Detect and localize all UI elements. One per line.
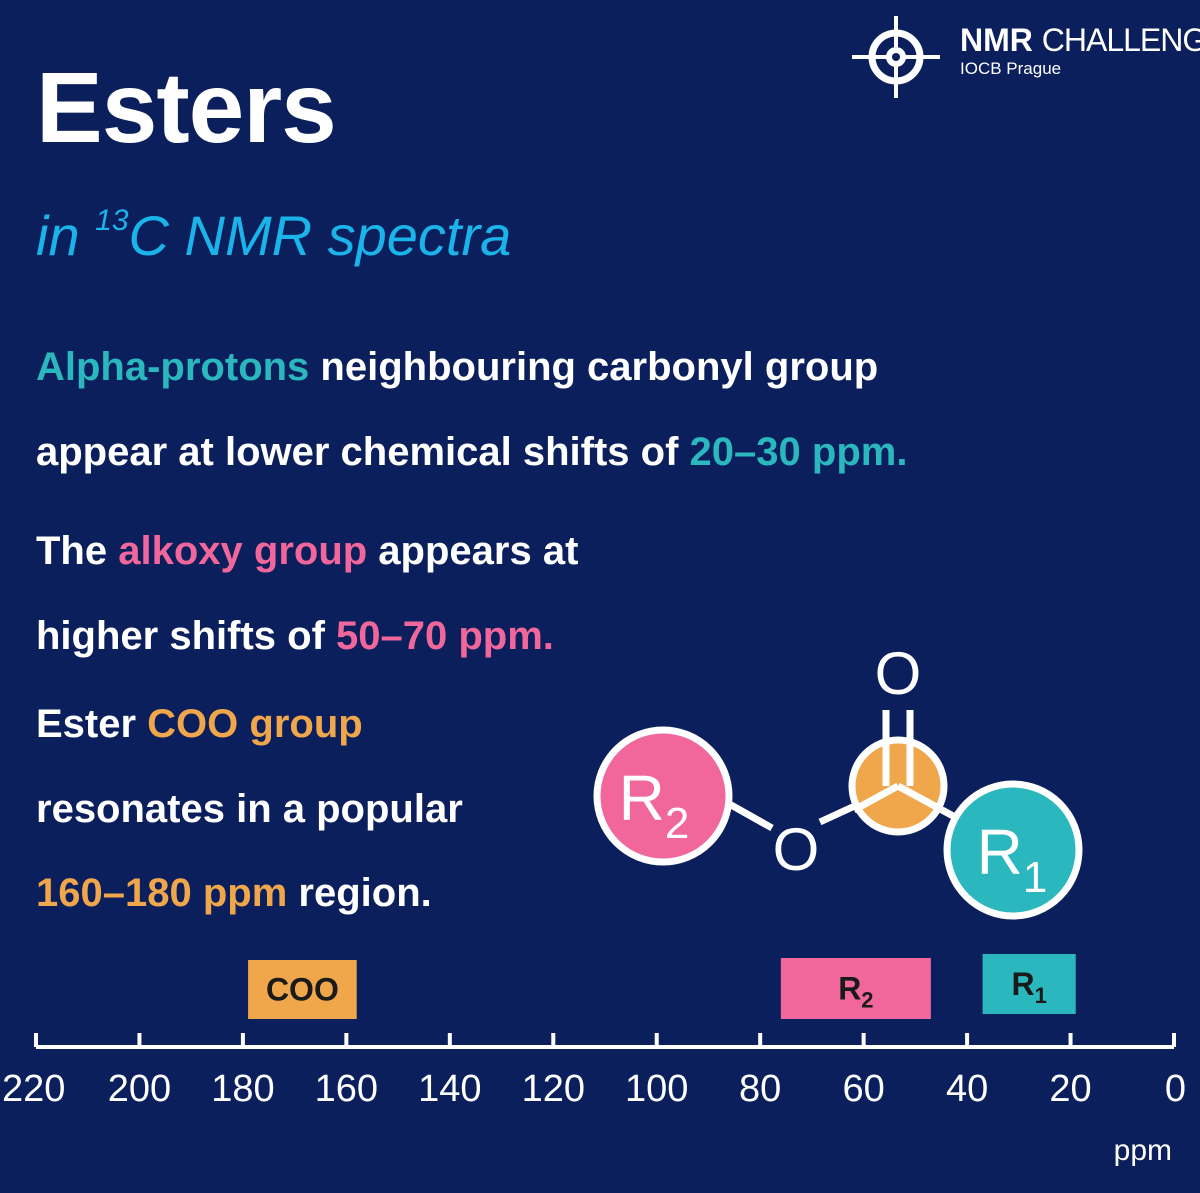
axis-unit-label: ppm: [1114, 1134, 1172, 1167]
axis-tick-label: 60: [842, 1068, 884, 1110]
range-label-r2: R2: [838, 971, 873, 1013]
range-label-coo: COO: [266, 972, 339, 1008]
axis-ticks: 220 200 180 160 140 120 100 80 60 40 20 0: [2, 1033, 1186, 1110]
ester-structure-diagram: O O R2 R1: [593, 640, 1083, 920]
p1-l1-text: neighbouring carbonyl group: [309, 345, 879, 389]
bond-c-o-inner: [852, 782, 900, 814]
r2-circle: [593, 726, 733, 866]
alkoxy-highlight: alkoxy group: [118, 529, 368, 573]
alpha-range-highlight: 20–30 ppm.: [689, 430, 908, 474]
r1-label: R1: [977, 816, 1048, 902]
range-bars: COO R2 R1: [248, 954, 1076, 1019]
axis-tick-label: 40: [946, 1068, 988, 1110]
axis-tick-label: 200: [108, 1068, 171, 1110]
paragraph-1-line-1: Alpha-protons neighbouring carbonyl grou…: [36, 347, 878, 387]
range-bar-coo: [248, 960, 357, 1019]
range-bar-r2: [780, 958, 931, 1019]
crosshair-icon: [852, 16, 940, 98]
coo-group-highlight: COO group: [147, 702, 363, 746]
paragraph-1-line-2: appear at lower chemical shifts of 20–30…: [36, 432, 907, 472]
paragraph-2-line-2: higher shifts of 50–70 ppm.: [36, 616, 554, 656]
bond-c-r1-inner: [896, 782, 944, 814]
paragraph-3-line-2: resonates in a popular: [36, 789, 463, 829]
subtitle-prefix: in: [36, 204, 96, 267]
p3-l3-rest: region.: [287, 871, 432, 915]
axis-tick-label: 160: [315, 1068, 378, 1110]
ester-oxygen-label: O: [773, 816, 820, 883]
paragraph-3-line-1: Ester COO group: [36, 704, 363, 744]
axis-tick-label: 0: [1165, 1068, 1186, 1110]
axis-tick-label: 180: [211, 1068, 274, 1110]
range-bar-r1: [982, 954, 1076, 1014]
carbonyl-oxygen-label: O: [875, 640, 922, 707]
axis-tick-label: 20: [1049, 1068, 1091, 1110]
paragraph-2-line-1: The alkoxy group appears at: [36, 531, 578, 571]
axis-tick-label: 140: [418, 1068, 481, 1110]
logo-challenge-text: CHALLENGE: [1041, 22, 1200, 58]
axis-tick-label: 220: [2, 1068, 65, 1110]
alpha-protons-highlight: Alpha-protons: [36, 345, 310, 389]
subtitle-superscript: 13: [95, 204, 129, 237]
logo-subtitle: IOCB Prague: [960, 59, 1062, 78]
ppm-scale-chart: COO R2 R1 220 200 180 160 140 120 100 80 60 40 20 0 p…: [2, 954, 1186, 1167]
paragraph-3-line-3: 160–180 ppm region.: [36, 873, 432, 913]
p1-l2-text: appear at lower chemical shifts of: [36, 430, 690, 474]
nmr-challenge-logo: NMR CHALLENGE IOCB Prague: [850, 12, 1200, 102]
r1-circle: [943, 780, 1083, 920]
coo-range-highlight: 160–180 ppm: [36, 871, 288, 915]
axis-tick-label: 100: [625, 1068, 688, 1110]
axis-tick-label: 120: [522, 1068, 585, 1110]
r2-label: R2: [619, 762, 690, 848]
p3-l1-pre: Ester: [36, 702, 148, 746]
subtitle-rest: C NMR spectra: [128, 204, 512, 267]
p3-l2-text: resonates in a popular: [36, 787, 463, 831]
logo-wordmark: NMR CHALLENGE: [960, 24, 1200, 56]
p2-l1-rest: appears at: [367, 529, 579, 573]
p2-l2-text: higher shifts of: [36, 614, 336, 658]
page-subtitle: in 13C NMR spectra: [36, 206, 511, 264]
logo-nmr-text: NMR: [960, 22, 1033, 58]
axis-tick-label: 80: [739, 1068, 781, 1110]
range-label-r1: R1: [1011, 966, 1046, 1008]
alkoxy-range-highlight: 50–70 ppm.: [336, 614, 554, 658]
page-title: Esters: [36, 52, 337, 164]
p2-l1-pre: The: [36, 529, 119, 573]
